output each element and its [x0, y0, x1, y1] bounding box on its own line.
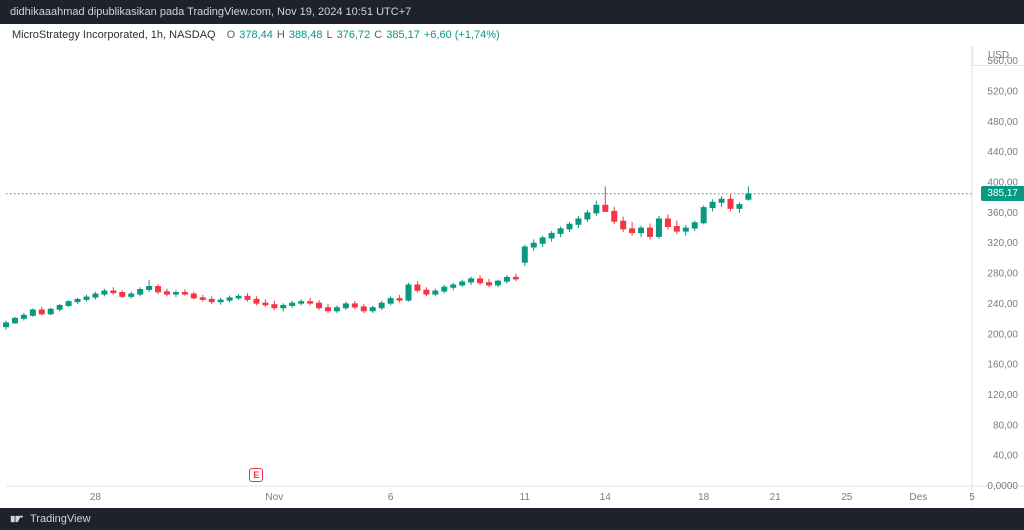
current-price-tag: 385,17	[981, 186, 1024, 201]
footer-bar: TradingView	[0, 508, 1024, 530]
chart-area[interactable]: USD 0,0000 40,00 80,00 120,00 160,00 200,00 24…	[0, 46, 1024, 508]
svg-text:0,0000: 0,0000	[987, 481, 1018, 492]
svg-text:440,00: 440,00	[987, 147, 1018, 158]
publish-bar: didhikaaahmad dipublikasikan pada Tradin…	[0, 0, 1024, 24]
svg-text:240,00: 240,00	[987, 299, 1018, 310]
chart-legend: MicroStrategy Incorporated, 1h, NASDAQ O…	[0, 24, 1024, 46]
svg-text:320,00: 320,00	[987, 238, 1018, 249]
publish-text: didhikaaahmad dipublikasikan pada Tradin…	[10, 6, 411, 18]
ohlc-c: 385,17	[386, 29, 420, 41]
svg-text:480,00: 480,00	[987, 117, 1018, 128]
svg-text:Nov: Nov	[265, 492, 283, 503]
ohlc-o-label: O	[227, 29, 236, 41]
svg-text:280,00: 280,00	[987, 269, 1018, 280]
svg-text:18: 18	[698, 492, 710, 503]
ohlc-o: 378,44	[239, 29, 273, 41]
svg-text:28: 28	[90, 492, 102, 503]
svg-text:200,00: 200,00	[987, 329, 1018, 340]
symbol-name: MicroStrategy Incorporated, 1h, NASDAQ	[12, 29, 216, 41]
ohlc-l: 376,72	[337, 29, 371, 41]
svg-text:160,00: 160,00	[987, 360, 1018, 371]
footer-brand: TradingView	[30, 513, 91, 525]
candlestick-chart[interactable]: 0,0000 40,00 80,00 120,00 160,00 200,00 240,00…	[0, 46, 1024, 508]
svg-text:80,00: 80,00	[993, 420, 1018, 431]
svg-text:11: 11	[520, 492, 531, 503]
svg-text:21: 21	[770, 492, 782, 503]
ohlc-l-label: L	[326, 29, 332, 41]
svg-text:5: 5	[969, 492, 975, 503]
svg-text:6: 6	[388, 492, 394, 503]
tradingview-logo-icon	[10, 512, 24, 526]
svg-text:25: 25	[841, 492, 853, 503]
ohlc-change: +6,60 (+1,74%)	[424, 29, 500, 41]
svg-text:14: 14	[600, 492, 612, 503]
svg-text:Des: Des	[909, 492, 927, 503]
ohlc-h-label: H	[277, 29, 285, 41]
svg-text:40,00: 40,00	[993, 451, 1018, 462]
ohlc-c-label: C	[374, 29, 382, 41]
y-axis-title: USD	[972, 46, 1024, 66]
ohlc-h: 388,48	[289, 29, 323, 41]
svg-text:360,00: 360,00	[987, 208, 1018, 219]
svg-text:520,00: 520,00	[987, 87, 1018, 98]
svg-text:120,00: 120,00	[987, 390, 1018, 401]
earnings-marker[interactable]: E	[249, 468, 263, 482]
